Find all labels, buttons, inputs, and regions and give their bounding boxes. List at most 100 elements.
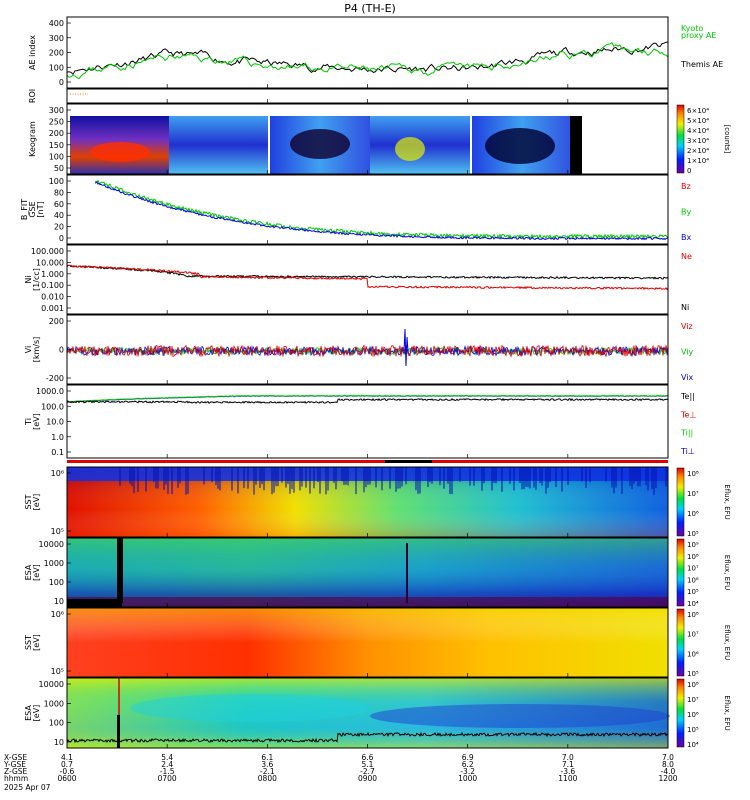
ni-ni-line: [66, 264, 669, 280]
ssti-spectrogram-shade: [67, 608, 668, 677]
y-axis-label: [1/cc]: [32, 268, 41, 291]
y-tick-label: 200: [49, 129, 64, 138]
y-tick-label: 80: [54, 188, 64, 197]
y-tick-label: 150: [49, 141, 64, 150]
legend-te: Te||: [680, 392, 695, 401]
x-axis-tick-label: 7.0: [562, 753, 574, 762]
x-axis-row-label: hhmm: [4, 774, 28, 783]
y-axis-label: Keogram: [28, 121, 37, 157]
ae-themis-line: [66, 41, 669, 75]
colorbar-tick-label: 10⁵: [687, 670, 699, 678]
x-axis-tick-label: 6.6: [362, 753, 374, 762]
x-axis-row-label: X-GSE: [4, 753, 27, 762]
x-axis-tick-label: 5.4: [161, 753, 173, 762]
y-axis-label: GSE: [28, 201, 37, 217]
colorbar-tick-label: 10⁵: [687, 726, 699, 734]
keogram-segment: [169, 116, 268, 174]
colorbar-tick-label: 10⁹: [687, 541, 699, 549]
colorbar-unit-label: Eflux, EFU: [723, 625, 731, 660]
colorbar-esai: [676, 678, 685, 748]
colorbar-unit-label: Eflux, EFU: [723, 555, 731, 590]
y-tick-label: 100: [49, 578, 64, 587]
x-axis-tick-label: 1100: [558, 774, 577, 783]
colorbar-tick-label: 10⁴: [687, 741, 699, 749]
keogram-feature: [90, 142, 150, 162]
x-axis-tick-label: 6.9: [462, 753, 474, 762]
x-axis-tick-label: 7.1: [562, 760, 574, 769]
y-axis-label: [eV]: [32, 705, 41, 722]
legend-themisae: Themis AE: [680, 60, 723, 69]
y-axis-label: Vi: [24, 346, 33, 354]
x-axis-tick-label: 3.6: [261, 760, 273, 769]
colorbar-unit-label: Eflux, EFU: [723, 695, 731, 730]
y-tick-label: 1.0: [51, 433, 64, 442]
y-tick-label: 0.010: [41, 293, 64, 302]
y-tick-label: 1.000: [41, 270, 64, 279]
keogram-feature: [395, 137, 425, 161]
colorbar-tick-label: 10⁷: [687, 565, 699, 573]
y-tick-label: 100: [49, 152, 64, 161]
keogram-segment: [570, 116, 582, 174]
colorbar-tick-label: 10⁶: [687, 576, 699, 584]
ti-flag-bar: [67, 460, 668, 463]
b-by-line: [94, 179, 669, 240]
colorbar-tick-label: 10⁵: [687, 530, 699, 538]
colorbar-tick-label: 10⁶: [687, 510, 699, 518]
y-tick-label: 0.001: [41, 304, 64, 313]
legend-ni: Ni: [681, 303, 689, 312]
x-axis-tick-label: 1000: [458, 774, 477, 783]
y-tick-label: 100.0: [41, 402, 64, 411]
y-tick-label: 1000: [44, 559, 64, 568]
legend-te: Te⊥: [680, 410, 696, 419]
keogram-feature: [485, 128, 555, 164]
y-tick-label: 100: [49, 177, 64, 186]
panel-frame-ae: [66, 16, 669, 89]
y-axis-label: SST: [24, 494, 33, 509]
x-axis-tick-label: -3.2: [460, 767, 475, 776]
colorbar-tick-label: 10⁸: [687, 681, 699, 689]
y-axis-label: ESA: [24, 705, 33, 721]
colorbar-unit-label: Eflux, EFU: [723, 484, 731, 519]
plot-title: P4 (TH-E): [344, 2, 396, 15]
x-axis-tick-label: -3.6: [561, 767, 576, 776]
esae-spectrogram-shade: [67, 538, 668, 607]
x-axis-tick-label: -1.5: [160, 767, 175, 776]
y-tick-label: 10000: [39, 680, 64, 689]
b-bx-line: [94, 181, 669, 241]
legend-kyoto: Kyoto: [681, 24, 703, 33]
y-tick-label: -200: [46, 374, 64, 383]
colorbar-tick-label: 10⁵: [687, 588, 699, 596]
x-axis-tick-label: -2.7: [360, 767, 375, 776]
y-axis-label: Ni: [24, 275, 33, 283]
y-tick-label: 10⁶: [51, 469, 64, 478]
colorbar-tick-label: 1×10⁴: [687, 157, 709, 165]
vi-spike: [403, 328, 409, 367]
y-axis-label: Ti: [24, 418, 33, 426]
ti-flag-bar: [385, 460, 432, 463]
keogram-feature: [290, 129, 350, 159]
colorbar-tick-label: 10⁸: [687, 470, 699, 478]
y-tick-label: 100: [49, 719, 64, 728]
y-axis-label: [eV]: [32, 564, 41, 581]
y-axis-label: [eV]: [32, 634, 41, 651]
legend-vix: Vix: [681, 373, 694, 382]
y-tick-label: 50: [54, 164, 64, 173]
colorbar-tick-label: 10⁸: [687, 553, 699, 561]
colorbar-unit-label: [counts]: [723, 125, 731, 154]
x-axis-tick-label: 6.1: [261, 753, 273, 762]
colorbar-sste: [676, 467, 685, 537]
legend-viy: Viy: [681, 348, 694, 357]
x-axis-tick-label: 6.2: [462, 760, 474, 769]
colorbar-tick-label: 6×10⁴: [687, 107, 709, 115]
x-axis-tick-label: 0600: [57, 774, 76, 783]
x-axis-tick-label: 0.7: [61, 760, 73, 769]
colorbar-tick-label: 0: [687, 167, 691, 175]
x-axis-tick-label: 2.4: [161, 760, 173, 769]
esai-feature: [370, 704, 670, 728]
ae-kyoto-line: [66, 41, 669, 80]
x-axis-tick-label: 8.0: [662, 760, 674, 769]
x-axis-tick-label: -0.6: [60, 767, 75, 776]
